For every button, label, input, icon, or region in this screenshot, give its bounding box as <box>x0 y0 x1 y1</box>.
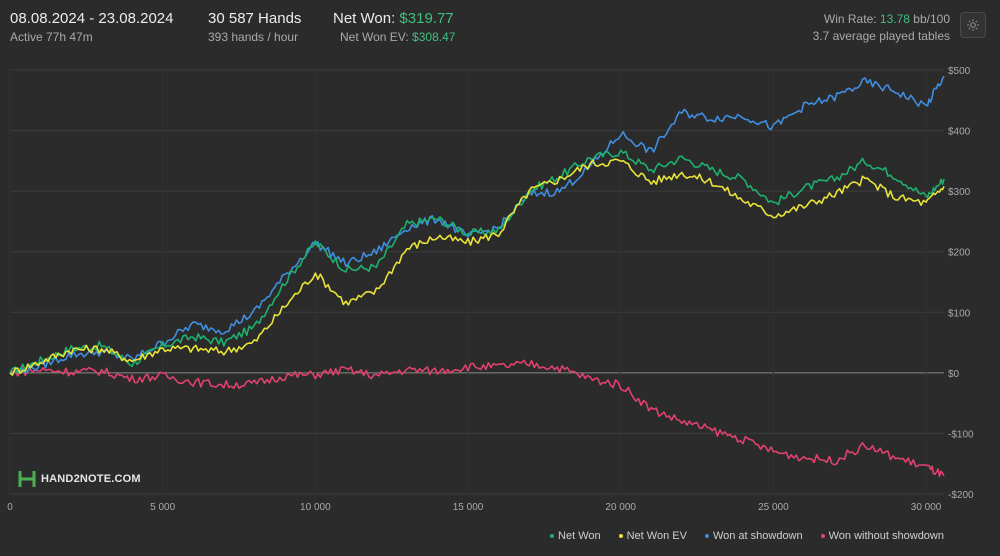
legend-label: Won at showdown <box>712 530 803 542</box>
date-range: 08.08.2024 - 23.08.2024 <box>10 10 174 27</box>
x-tick-label: 20 000 <box>605 502 636 513</box>
legend-label: Net Won EV <box>626 530 687 542</box>
active-time: Active 77h 47m <box>10 30 93 44</box>
y-tick-label: -$100 <box>948 429 974 440</box>
date-stat: 08.08.2024 - 23.08.2024 Active 77h 47m <box>10 10 173 44</box>
win-rate-value: 13.78 <box>879 12 910 26</box>
legend-item-net-won[interactable]: Net Won <box>550 530 601 542</box>
y-tick-label: $0 <box>948 369 960 380</box>
settings-button[interactable] <box>960 12 986 38</box>
y-tick-label: $500 <box>948 66 971 77</box>
win-rate-stat: Win Rate: 13.78 bb/100 3.7 average playe… <box>813 12 950 46</box>
profit-chart[interactable]: $500 $400 $300 $200 $100 $0 -$100 -$200 0 5 000 10… <box>0 58 1000 518</box>
logo-text: HAND2NOTE.COM <box>41 473 141 485</box>
legend-item-won-at-showdown[interactable]: Won at showdown <box>704 530 803 542</box>
legend-dot-icon <box>820 534 825 538</box>
y-tick-label: $100 <box>948 308 971 319</box>
x-tick-label: 5 000 <box>150 502 175 513</box>
stats-header: 08.08.2024 - 23.08.2024 Active 77h 47m 3… <box>0 0 1000 58</box>
legend-item-net-won-ev[interactable]: Net Won EV <box>618 530 687 542</box>
chart-legend: Net Won Net Won EV Won at showdown Won with… <box>550 530 944 542</box>
legend-label: Won without showdown <box>828 530 944 542</box>
series-line-won-without-showdown <box>9 359 945 478</box>
x-tick-label: 25 000 <box>758 502 789 513</box>
legend-dot-icon <box>618 534 623 538</box>
series-line-net-won-ev <box>9 158 945 376</box>
win-rate-unit: bb/100 <box>913 12 950 26</box>
x-tick-label: 30 000 <box>911 502 942 513</box>
net-won-ev-value: $308.47 <box>412 30 456 44</box>
legend-label: Net Won <box>558 530 601 542</box>
hands-stat: 30 587 Hands 393 hands / hour <box>208 10 301 44</box>
hand2note-logo: HAND2NOTE.COM <box>18 470 141 488</box>
hands-per-hour: 393 hands / hour <box>208 30 299 44</box>
series-line-won-at-showdown <box>9 75 945 375</box>
net-won-stat: Net Won: $319.77 Net Won EV: $308.47 <box>333 10 455 44</box>
y-tick-label: $200 <box>948 248 971 259</box>
net-won-ev-label: Net Won EV: <box>340 30 409 44</box>
x-tick-label: 0 <box>7 502 13 513</box>
net-won-value: $319.77 <box>399 10 454 27</box>
y-tick-label: $300 <box>948 187 971 198</box>
legend-dot-icon <box>550 534 555 538</box>
y-tick-label: $400 <box>948 127 971 138</box>
y-tick-label: -$200 <box>948 490 974 501</box>
x-tick-label: 10 000 <box>300 502 331 513</box>
legend-item-won-without-showdown[interactable]: Won without showdown <box>820 530 944 542</box>
series-line-net-won <box>9 149 945 375</box>
gear-icon <box>967 19 979 31</box>
x-tick-label: 15 000 <box>453 502 484 513</box>
hand2note-logo-icon <box>18 471 36 487</box>
win-rate-label: Win Rate: <box>823 12 877 26</box>
average-tables: 3.7 average played tables <box>812 29 950 43</box>
net-won-label: Net Won: <box>333 10 396 27</box>
hands-count: 30 587 Hands <box>208 10 302 27</box>
legend-dot-icon <box>704 534 709 538</box>
